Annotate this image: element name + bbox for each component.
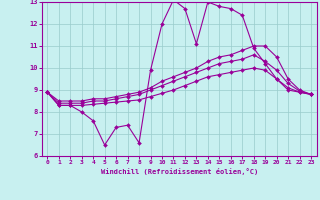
X-axis label: Windchill (Refroidissement éolien,°C): Windchill (Refroidissement éolien,°C) bbox=[100, 168, 258, 175]
